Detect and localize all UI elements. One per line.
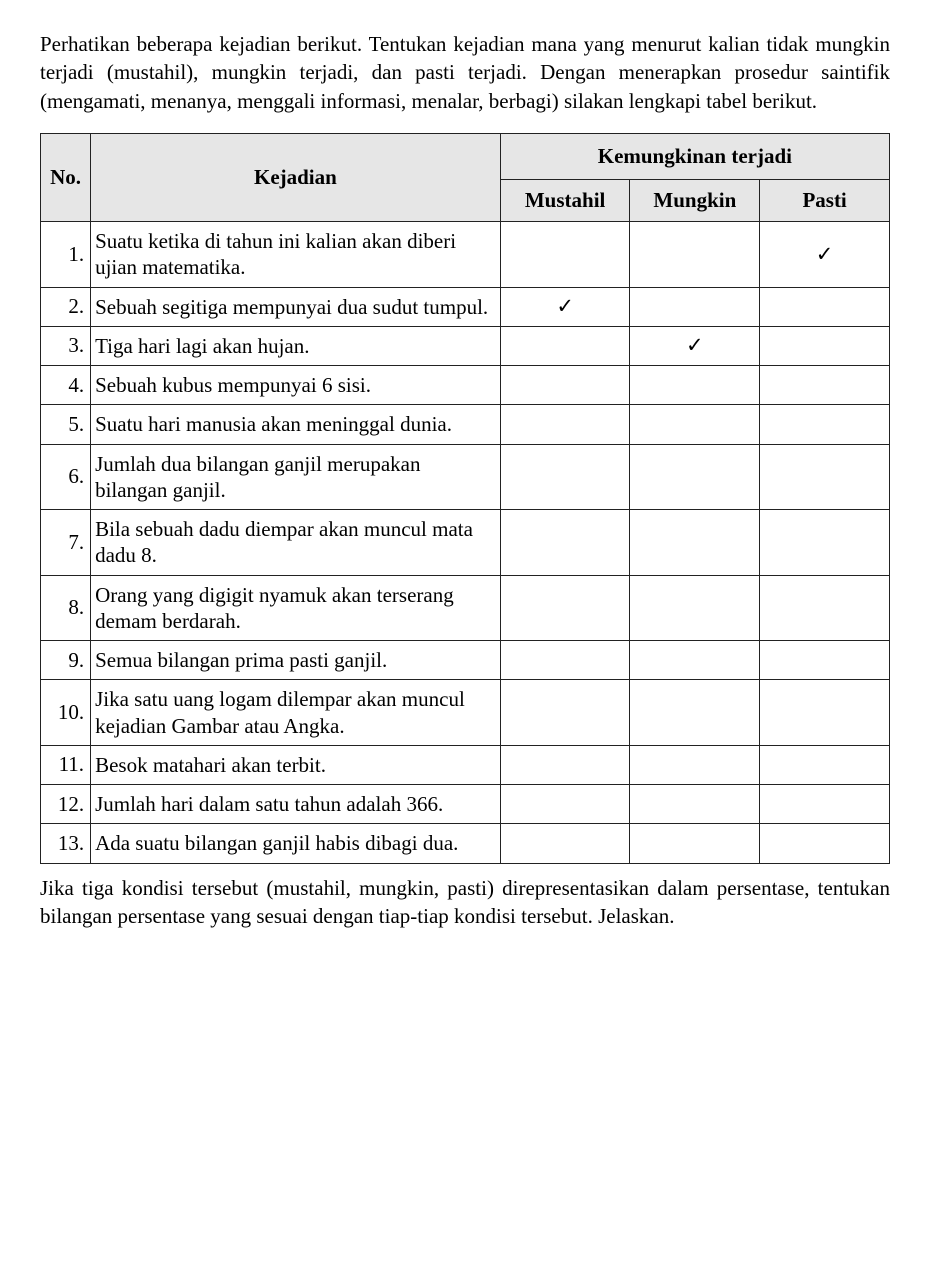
row-kejadian: Semua bilangan prima pasti ganjil. <box>91 641 501 680</box>
table-row: 11.Besok matahari akan terbit. <box>41 745 890 784</box>
row-number: 10. <box>41 680 91 746</box>
table-row: 5.Suatu hari manusia akan meninggal duni… <box>41 405 890 444</box>
table-row: 9.Semua bilangan prima pasti ganjil. <box>41 641 890 680</box>
cell-mustahil[interactable] <box>500 745 630 784</box>
row-kejadian: Bila sebuah dadu diempar akan muncul mat… <box>91 510 501 576</box>
cell-pasti[interactable] <box>760 326 890 365</box>
row-number: 9. <box>41 641 91 680</box>
header-mungkin: Mungkin <box>630 180 760 222</box>
row-number: 11. <box>41 745 91 784</box>
cell-pasti[interactable] <box>760 785 890 824</box>
cell-mungkin[interactable] <box>630 287 760 326</box>
cell-pasti[interactable] <box>760 641 890 680</box>
cell-mustahil[interactable] <box>500 641 630 680</box>
cell-mustahil[interactable] <box>500 510 630 576</box>
table-row: 13.Ada suatu bilangan ganjil habis dibag… <box>41 824 890 863</box>
cell-pasti[interactable] <box>760 575 890 641</box>
table-row: 4.Sebuah kubus mempunyai 6 sisi. <box>41 366 890 405</box>
cell-mungkin[interactable] <box>630 824 760 863</box>
intro-paragraph: Perhatikan beberapa kejadian berikut. Te… <box>40 30 890 115</box>
cell-mustahil[interactable] <box>500 785 630 824</box>
row-kejadian: Jumlah dua bilangan ganjil merupakan bil… <box>91 444 501 510</box>
cell-pasti[interactable]: ✓ <box>760 222 890 288</box>
cell-pasti[interactable] <box>760 745 890 784</box>
cell-pasti[interactable] <box>760 444 890 510</box>
row-kejadian: Jika satu uang logam dilempar akan muncu… <box>91 680 501 746</box>
table-row: 6.Jumlah dua bilangan ganjil merupakan b… <box>41 444 890 510</box>
cell-mustahil[interactable] <box>500 366 630 405</box>
header-kemungkinan-group: Kemungkinan terjadi <box>500 134 889 180</box>
cell-pasti[interactable] <box>760 510 890 576</box>
cell-mungkin[interactable] <box>630 510 760 576</box>
cell-mungkin[interactable]: ✓ <box>630 326 760 365</box>
cell-mustahil[interactable] <box>500 326 630 365</box>
table-row: 2.Sebuah segitiga mempunyai dua sudut tu… <box>41 287 890 326</box>
row-number: 4. <box>41 366 91 405</box>
row-kejadian: Ada suatu bilangan ganjil habis dibagi d… <box>91 824 501 863</box>
header-no: No. <box>41 134 91 222</box>
row-number: 1. <box>41 222 91 288</box>
row-number: 8. <box>41 575 91 641</box>
row-kejadian: Sebuah kubus mempunyai 6 sisi. <box>91 366 501 405</box>
cell-mustahil[interactable] <box>500 444 630 510</box>
cell-pasti[interactable] <box>760 824 890 863</box>
table-row: 12.Jumlah hari dalam satu tahun adalah 3… <box>41 785 890 824</box>
cell-mustahil[interactable] <box>500 575 630 641</box>
cell-pasti[interactable] <box>760 405 890 444</box>
outro-paragraph: Jika tiga kondisi tersebut (mustahil, mu… <box>40 874 890 931</box>
table-row: 10.Jika satu uang logam dilempar akan mu… <box>41 680 890 746</box>
table-row: 8.Orang yang digigit nyamuk akan tersera… <box>41 575 890 641</box>
row-number: 3. <box>41 326 91 365</box>
cell-pasti[interactable] <box>760 287 890 326</box>
probability-table: No. Kejadian Kemungkinan terjadi Mustahi… <box>40 133 890 864</box>
row-kejadian: Orang yang digigit nyamuk akan terserang… <box>91 575 501 641</box>
row-number: 13. <box>41 824 91 863</box>
cell-mungkin[interactable] <box>630 785 760 824</box>
row-kejadian: Suatu hari manusia akan meninggal dunia. <box>91 405 501 444</box>
cell-mungkin[interactable] <box>630 680 760 746</box>
cell-mungkin[interactable] <box>630 366 760 405</box>
table-row: 7.Bila sebuah dadu diempar akan muncul m… <box>41 510 890 576</box>
cell-mungkin[interactable] <box>630 575 760 641</box>
row-kejadian: Sebuah segitiga mempunyai dua sudut tump… <box>91 287 501 326</box>
row-number: 6. <box>41 444 91 510</box>
cell-mungkin[interactable] <box>630 222 760 288</box>
row-kejadian: Tiga hari lagi akan hujan. <box>91 326 501 365</box>
row-number: 5. <box>41 405 91 444</box>
header-pasti: Pasti <box>760 180 890 222</box>
cell-mungkin[interactable] <box>630 745 760 784</box>
cell-mungkin[interactable] <box>630 444 760 510</box>
cell-mungkin[interactable] <box>630 405 760 444</box>
row-kejadian: Jumlah hari dalam satu tahun adalah 366. <box>91 785 501 824</box>
cell-pasti[interactable] <box>760 680 890 746</box>
row-number: 7. <box>41 510 91 576</box>
cell-mustahil[interactable] <box>500 222 630 288</box>
cell-mustahil[interactable] <box>500 405 630 444</box>
cell-mungkin[interactable] <box>630 641 760 680</box>
table-row: 3.Tiga hari lagi akan hujan. ✓ <box>41 326 890 365</box>
cell-mustahil[interactable] <box>500 824 630 863</box>
table-body: 1.Suatu ketika di tahun ini kalian akan … <box>41 222 890 864</box>
header-kejadian: Kejadian <box>91 134 501 222</box>
cell-mustahil[interactable] <box>500 680 630 746</box>
cell-mustahil[interactable]: ✓ <box>500 287 630 326</box>
row-number: 2. <box>41 287 91 326</box>
table-row: 1.Suatu ketika di tahun ini kalian akan … <box>41 222 890 288</box>
cell-pasti[interactable] <box>760 366 890 405</box>
row-number: 12. <box>41 785 91 824</box>
row-kejadian: Suatu ketika di tahun ini kalian akan di… <box>91 222 501 288</box>
row-kejadian: Besok matahari akan terbit. <box>91 745 501 784</box>
header-mustahil: Mustahil <box>500 180 630 222</box>
